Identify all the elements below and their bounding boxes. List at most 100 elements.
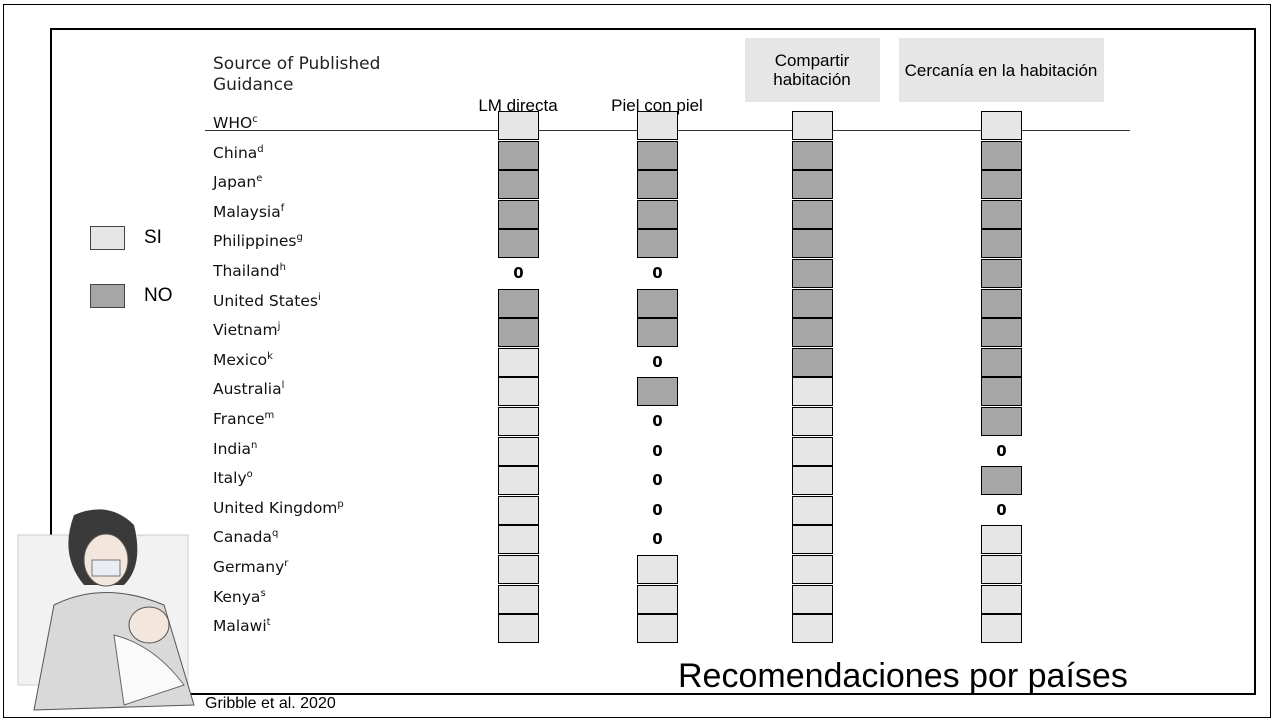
status-zero: 0	[637, 412, 678, 430]
header-source: Source of Published Guidance	[213, 54, 433, 96]
status-box	[981, 407, 1022, 436]
row-name: WHOc	[213, 114, 258, 132]
status-box	[981, 377, 1022, 406]
status-zero: 0	[637, 442, 678, 460]
reference: h	[280, 262, 286, 273]
status-zero: 0	[637, 501, 678, 519]
legend-label: NO	[144, 285, 173, 307]
reference: i	[318, 292, 321, 303]
status-box	[792, 289, 833, 318]
status-box	[792, 555, 833, 584]
status-box	[498, 585, 539, 614]
status-zero: 0	[637, 471, 678, 489]
reference: q	[272, 528, 278, 539]
status-box	[637, 229, 678, 258]
status-box	[792, 614, 833, 643]
row-name: Indian	[213, 440, 257, 458]
status-box	[792, 466, 833, 495]
country: Thailand	[213, 262, 280, 280]
country: Italy	[213, 469, 247, 487]
status-box	[981, 289, 1022, 318]
reference: r	[284, 558, 288, 569]
status-box	[498, 437, 539, 466]
status-box	[637, 377, 678, 406]
column-header: Compartir habitación	[745, 38, 880, 102]
status-box	[981, 170, 1022, 199]
country: Australia	[213, 381, 282, 399]
row-name: Malaysiaf	[213, 203, 284, 221]
status-box	[981, 259, 1022, 288]
status-box	[637, 289, 678, 318]
status-box	[792, 141, 833, 170]
status-box	[792, 318, 833, 347]
country: Vietnam	[213, 321, 278, 339]
row-name: Italyo	[213, 469, 253, 487]
status-box	[981, 318, 1022, 347]
country: United States	[213, 292, 318, 310]
status-box	[981, 229, 1022, 258]
status-zero: 0	[637, 353, 678, 371]
status-box	[498, 141, 539, 170]
status-box	[981, 555, 1022, 584]
status-box	[981, 348, 1022, 377]
reference: p	[337, 499, 343, 510]
caption: Recomendaciones por países	[678, 657, 1128, 696]
country: United Kingdom	[213, 499, 337, 517]
reference: g	[297, 232, 303, 243]
status-box	[792, 200, 833, 229]
status-box	[498, 377, 539, 406]
status-box	[498, 200, 539, 229]
row-name: Malawit	[213, 617, 271, 635]
column-header: Cercanía en la habitación	[899, 38, 1104, 102]
status-box	[498, 348, 539, 377]
mother-illustration	[14, 505, 214, 720]
citation: Gribble et al. 2020	[205, 695, 336, 713]
row-name: Australial	[213, 380, 284, 398]
legend-swatch	[90, 226, 125, 250]
status-box	[637, 111, 678, 140]
reference: o	[247, 469, 253, 480]
country: France	[213, 410, 265, 428]
row-name: Kenyas	[213, 588, 266, 606]
country: WHO	[213, 114, 252, 132]
status-zero: 0	[981, 442, 1022, 460]
status-box	[792, 259, 833, 288]
row-name: Philippinesg	[213, 232, 303, 250]
status-box	[637, 555, 678, 584]
status-box	[498, 170, 539, 199]
status-box	[792, 496, 833, 525]
row-name: Mexicok	[213, 351, 273, 369]
row-name: Chinad	[213, 144, 264, 162]
row-name: United Statesi	[213, 292, 321, 310]
country: Philippines	[213, 233, 297, 251]
country: Canada	[213, 529, 272, 547]
slide: Gribble et al. 2020 Recomendaciones por …	[0, 0, 1276, 722]
status-zero: 0	[637, 264, 678, 282]
reference: t	[267, 617, 271, 628]
status-box	[637, 200, 678, 229]
reference: d	[257, 144, 263, 155]
row-name: Canadaq	[213, 528, 278, 546]
legend-label: SI	[144, 227, 162, 249]
status-box	[498, 614, 539, 643]
reference: e	[256, 173, 262, 184]
status-box	[981, 525, 1022, 554]
reference: j	[278, 321, 281, 332]
status-box	[981, 200, 1022, 229]
status-box	[792, 229, 833, 258]
reference: l	[282, 380, 285, 391]
status-box	[498, 496, 539, 525]
status-box	[637, 614, 678, 643]
status-box	[498, 466, 539, 495]
country: India	[213, 440, 251, 458]
country: Japan	[213, 173, 256, 191]
status-box	[792, 170, 833, 199]
status-zero: 0	[498, 264, 539, 282]
status-box	[981, 141, 1022, 170]
status-box	[498, 525, 539, 554]
reference: c	[252, 114, 258, 125]
reference: k	[267, 351, 273, 362]
status-box	[792, 377, 833, 406]
reference: f	[281, 203, 285, 214]
status-box	[792, 525, 833, 554]
